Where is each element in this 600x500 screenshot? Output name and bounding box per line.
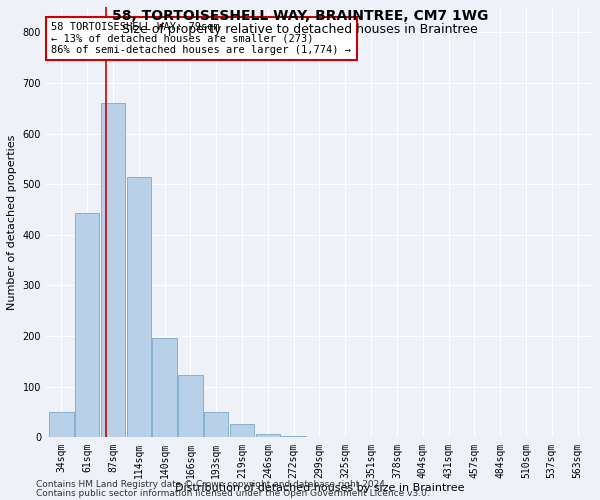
Bar <box>49 412 74 438</box>
Y-axis label: Number of detached properties: Number of detached properties <box>7 134 17 310</box>
Text: Contains HM Land Registry data © Crown copyright and database right 2024.: Contains HM Land Registry data © Crown c… <box>36 480 388 489</box>
Bar <box>127 176 151 438</box>
Text: 58, TORTOISESHELL WAY, BRAINTREE, CM7 1WG: 58, TORTOISESHELL WAY, BRAINTREE, CM7 1W… <box>112 9 488 23</box>
Bar <box>75 213 100 438</box>
Bar <box>256 434 280 438</box>
Bar <box>178 375 203 438</box>
Bar <box>101 103 125 438</box>
Text: 58 TORTOISESHELL WAY: 79sqm
← 13% of detached houses are smaller (273)
86% of se: 58 TORTOISESHELL WAY: 79sqm ← 13% of det… <box>52 22 352 55</box>
Text: Contains public sector information licensed under the Open Government Licence v3: Contains public sector information licen… <box>36 489 430 498</box>
Bar <box>281 436 306 438</box>
X-axis label: Distribution of detached houses by size in Braintree: Distribution of detached houses by size … <box>175 483 464 493</box>
Bar <box>204 412 229 438</box>
Bar <box>230 424 254 438</box>
Text: Size of property relative to detached houses in Braintree: Size of property relative to detached ho… <box>122 22 478 36</box>
Bar <box>152 338 177 438</box>
